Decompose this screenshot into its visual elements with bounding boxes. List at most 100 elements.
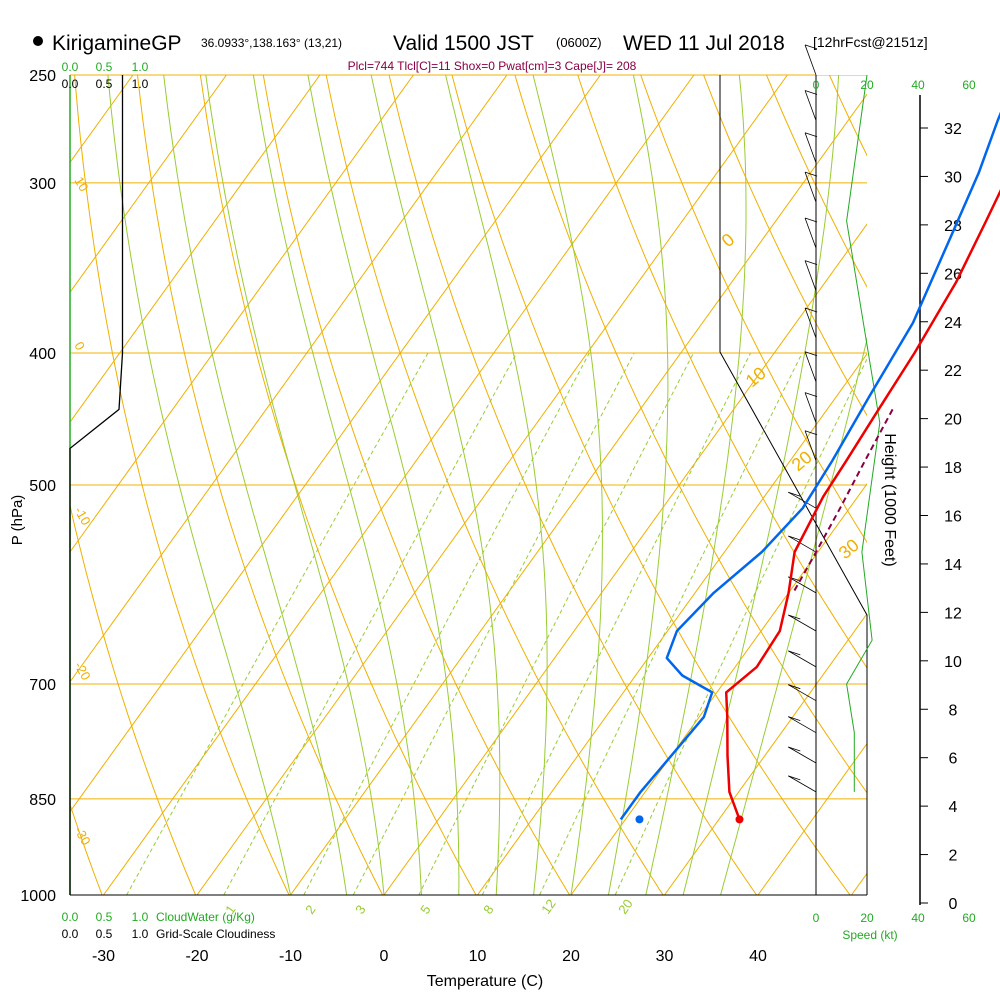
isotherm-line xyxy=(70,75,321,423)
dry-adiabat-line xyxy=(640,75,867,544)
dry-adiabat-line xyxy=(892,75,1000,895)
moist-adiabat-line xyxy=(307,75,460,895)
temperature-tick-label: -10 xyxy=(279,948,302,965)
dry-adiabat-line xyxy=(199,75,477,895)
wind-barb-shaft xyxy=(788,684,817,702)
mixing-ratio-label: 5 xyxy=(417,902,433,917)
wind-barb-icon xyxy=(804,351,818,383)
parcel-path-line xyxy=(792,408,894,594)
cloudwater-bottom-tick: 0.0 xyxy=(62,910,79,924)
wind-barb-flag xyxy=(788,716,801,722)
wind-barb-icon xyxy=(804,90,818,121)
wind-barb-icon xyxy=(788,535,817,553)
pressure-tick-label: 1000 xyxy=(20,888,56,905)
height-axis-label: Height (1000 Feet) xyxy=(881,433,898,566)
wind-barb-shaft xyxy=(804,392,817,423)
temperature-tick-label: 20 xyxy=(562,948,580,965)
wind-barb-flag xyxy=(804,307,818,313)
speed-top-tick: 0 xyxy=(813,78,820,92)
isotherm-label: 0 xyxy=(71,339,88,353)
dry-adiabat-line xyxy=(0,75,9,895)
temperature-profile-line xyxy=(724,189,1000,820)
height-tick-label: 18 xyxy=(944,460,962,477)
wind-barb-icon xyxy=(788,576,817,594)
speed-top-tick: 20 xyxy=(860,78,874,92)
wind-barb-shaft xyxy=(804,172,817,203)
dry-adiabat-line xyxy=(70,503,197,895)
dry-adiabat-line xyxy=(137,75,384,895)
pressure-tick-label: 500 xyxy=(29,478,56,495)
wind-barb-shaft xyxy=(804,430,817,461)
height-tick-label: 4 xyxy=(949,799,958,816)
wind-barb-flag xyxy=(788,650,801,656)
pressure-tick-label: 850 xyxy=(29,792,56,809)
wind-barb-icon xyxy=(788,716,817,734)
dry-adiabat-line xyxy=(577,75,867,669)
wind-barb-shaft xyxy=(788,535,817,553)
dry-adiabat-line xyxy=(388,75,758,895)
wind-barb-shaft xyxy=(804,351,817,383)
height-tick-label: 24 xyxy=(944,315,962,332)
temperature-axis-label: Temperature (C) xyxy=(427,973,543,990)
isotherm-label: -30 xyxy=(71,824,93,848)
wind-barb-flag xyxy=(804,392,818,397)
zulu-time: (0600Z) xyxy=(556,35,602,50)
wind-barb-flag xyxy=(804,430,818,436)
height-tick-label: 20 xyxy=(944,412,962,429)
height-tick-label: 2 xyxy=(949,848,958,865)
dry-adiabat-label: 0 xyxy=(718,229,739,251)
wind-barb-icon xyxy=(788,650,817,668)
station-coords: 36.0933°,138.163° (13,21) xyxy=(201,36,342,50)
temperature-tick-label: -20 xyxy=(185,948,208,965)
moist-adiabat-line xyxy=(445,75,548,895)
thermo-lines xyxy=(0,75,1000,895)
wind-barb-icon xyxy=(788,746,817,764)
wind-barb-flag xyxy=(804,90,818,95)
height-tick-label: 10 xyxy=(944,654,962,671)
speed-bottom-tick: 40 xyxy=(911,911,925,925)
moist-adiabat-line xyxy=(645,75,747,895)
height-tick-label: 22 xyxy=(944,363,962,380)
pressure-tick-label: 400 xyxy=(29,346,56,363)
dry-adiabat-line xyxy=(70,803,103,895)
cloudiness-top-tick: 1.0 xyxy=(132,77,149,91)
temperature-tick-label: 0 xyxy=(380,948,389,965)
wind-barb-shaft xyxy=(804,90,817,121)
height-tick-label: 6 xyxy=(949,751,958,768)
cloudiness-bottom-tick: 0.0 xyxy=(62,927,79,941)
mixing-ratio-line xyxy=(126,352,429,895)
wind-barb-icon xyxy=(804,430,818,461)
wind-barb-shaft xyxy=(804,132,817,163)
dry-adiabat-line xyxy=(325,75,664,895)
wind-barb-icon xyxy=(788,775,817,793)
mixing-ratio-label: 20 xyxy=(615,896,636,916)
wind-barb-flag xyxy=(788,684,801,690)
isotherm-label: 10 xyxy=(71,174,91,194)
wind-barb-icon xyxy=(804,171,818,203)
moist-adiabat-line xyxy=(252,75,422,895)
isotherm-line xyxy=(851,872,867,895)
temperature-tick-label: 40 xyxy=(749,948,767,965)
moist-adiabat-line xyxy=(205,75,385,895)
cloudiness-bottom-tick: 1.0 xyxy=(132,927,149,941)
moist-adiabat-line xyxy=(532,75,603,895)
speed-top-tick: 40 xyxy=(911,78,925,92)
moist-adiabat-line xyxy=(163,75,348,895)
temperature-tick-label: 30 xyxy=(656,948,674,965)
cloudwater-axis-label: CloudWater (g/Kg) xyxy=(156,910,255,924)
wind-barb-flag xyxy=(804,260,818,265)
wind-barb-icon xyxy=(804,132,818,163)
wind-barb-flag xyxy=(804,171,818,177)
pressure-axis-label: P (hPa) xyxy=(9,495,26,546)
pressure-tick-label: 250 xyxy=(29,68,56,85)
speed-bottom-tick: 60 xyxy=(962,911,976,925)
wind-barb-shaft xyxy=(788,716,817,734)
wind-barb-flag xyxy=(804,132,818,138)
pressure-tick-label: 300 xyxy=(29,176,56,193)
wind-barb-icon xyxy=(804,392,818,423)
height-tick-label: 12 xyxy=(944,605,962,622)
speed-bottom-tick: 20 xyxy=(860,911,874,925)
wind-barb-icon xyxy=(804,217,818,249)
isotherm-line xyxy=(664,612,867,895)
